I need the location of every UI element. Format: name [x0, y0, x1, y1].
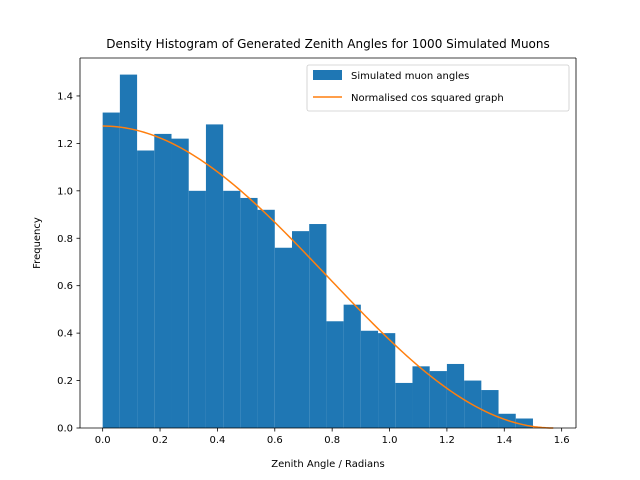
histogram-bars [102, 74, 533, 429]
histogram-bar [395, 382, 413, 428]
histogram-bar [446, 363, 465, 428]
histogram-bar [274, 247, 292, 428]
legend-histogram-label: Simulated muon angles [351, 71, 469, 82]
histogram-bar [343, 304, 361, 428]
chart-title: Density Histogram of Generated Zenith An… [106, 37, 550, 51]
y-tick-label: 0.8 [57, 234, 73, 245]
x-tick-label: 1.6 [554, 435, 570, 446]
cos-squared-curve [102, 125, 554, 429]
legend: Simulated muon angles Normalised cos squ… [306, 64, 570, 112]
legend-box [306, 64, 570, 112]
y-tick-label: 1.2 [57, 139, 73, 150]
x-tick-label: 1.2 [439, 435, 455, 446]
y-tick-label: 0.6 [57, 281, 73, 292]
x-tick-label: 0.0 [95, 435, 111, 446]
histogram-bar [119, 74, 138, 428]
histogram-bar [154, 133, 172, 428]
histogram-bar [412, 366, 430, 428]
y-tick-label: 1.4 [57, 91, 73, 102]
x-tick-label: 0.6 [267, 435, 283, 446]
histogram-bar [102, 112, 120, 429]
histogram-bar [137, 150, 155, 428]
y-tick-label: 1.0 [57, 186, 73, 197]
histogram-bar [292, 231, 310, 428]
y-tick-label: 0.4 [57, 329, 73, 340]
x-tick-label: 0.8 [324, 435, 340, 446]
histogram-bar [171, 138, 189, 428]
y-tick-label: 0.0 [57, 424, 73, 435]
histogram-bar [257, 209, 275, 428]
y-tick-label: 0.2 [57, 376, 73, 387]
histogram-bar [360, 330, 379, 428]
histogram-bar [188, 190, 206, 428]
histogram-bar [223, 190, 241, 428]
axes-frame [79, 57, 577, 429]
cos-squared-curve-layer [102, 125, 554, 429]
x-tick-label: 0.4 [209, 435, 225, 446]
x-tick-label: 1.4 [496, 435, 512, 446]
x-axis-label: Zenith Angle / Radians [271, 459, 384, 470]
x-tick-label: 1.0 [382, 435, 398, 446]
histogram-bar [326, 321, 344, 428]
legend-curve-label: Normalised cos squared graph [351, 93, 504, 104]
histogram-bar [429, 371, 447, 428]
histogram-bar [515, 418, 533, 428]
histogram-bar [240, 197, 258, 428]
y-axis-ticks: 0.0 0.2 0.4 0.6 0.8 1.0 1.2 1.4 [57, 91, 80, 435]
x-axis-ticks: 0.0 0.2 0.4 0.6 0.8 1.0 1.2 1.4 1.6 [95, 428, 570, 446]
legend-histogram-swatch [313, 70, 342, 80]
y-axis-label: Frequency [32, 217, 43, 269]
histogram-bar [378, 333, 396, 428]
histogram-bar [481, 390, 499, 428]
histogram-bar [205, 124, 224, 428]
histogram-bar [309, 224, 327, 428]
x-tick-label: 0.2 [152, 435, 168, 446]
